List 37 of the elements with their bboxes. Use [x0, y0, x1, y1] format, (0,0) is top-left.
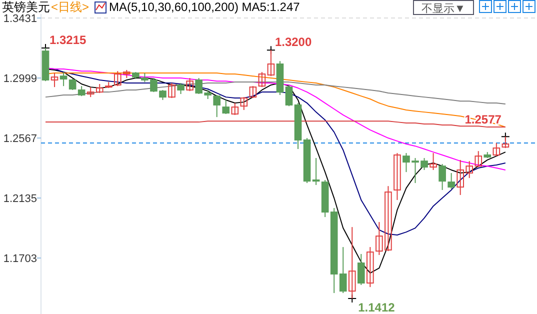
chart-title: 英镑美元 — [2, 0, 50, 14]
candlestick — [50, 72, 58, 88]
y-tick-label: 1.1703 — [3, 253, 37, 266]
chart-subtitle: <日线> — [51, 0, 90, 14]
candlestick — [177, 82, 184, 94]
candlestick — [339, 246, 347, 294]
candlestick — [438, 164, 446, 190]
candlestick — [258, 72, 266, 88]
candlestick — [430, 152, 437, 170]
candlestick — [285, 84, 293, 107]
text: MA(5,10,30,60,100,200) MA5:1.247 — [109, 0, 300, 14]
y-tick-label: 1.2567 — [3, 133, 37, 146]
candlestick — [312, 158, 320, 186]
annotation: 1.1412 — [358, 300, 396, 314]
y-tick-label: 1.2999 — [3, 73, 37, 86]
candlestick — [60, 72, 68, 87]
annotation: 不显示▼ — [422, 3, 466, 15]
candlestick — [240, 96, 248, 110]
candlestick — [231, 102, 239, 116]
candlestick — [68, 78, 76, 90]
candlestick — [249, 86, 257, 99]
candlestick — [492, 142, 500, 157]
candlestick — [168, 82, 176, 99]
candlestick — [186, 78, 194, 92]
candlestick — [357, 254, 365, 286]
candlestick — [394, 152, 401, 200]
candlestick — [222, 99, 230, 114]
control-dropdown: 不显示▼ — [413, 0, 474, 15]
annotation: 1.3200 — [274, 35, 312, 50]
candlestick — [366, 246, 374, 288]
candlestick — [78, 86, 86, 97]
y-tick-label: 1.2135 — [3, 193, 37, 206]
candlestick — [448, 172, 455, 190]
candlestick — [213, 94, 221, 118]
annotation: 1.3215 — [50, 33, 87, 48]
line-series — [45, 82, 506, 104]
y-tick-label: 1.3431 — [3, 13, 37, 26]
